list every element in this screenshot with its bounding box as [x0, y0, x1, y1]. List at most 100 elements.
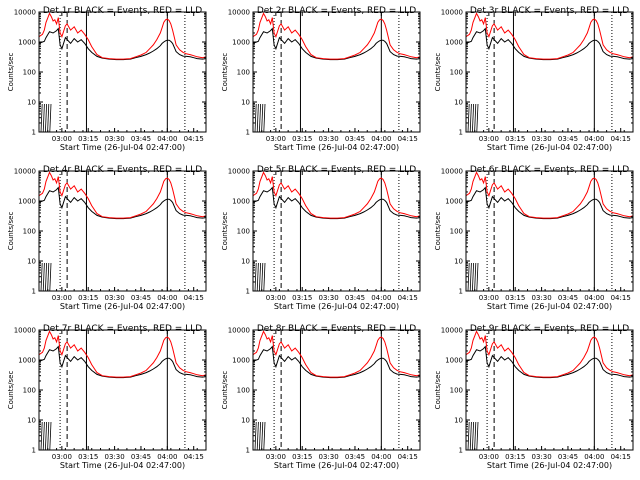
x-tick-label: 03:30 [318, 453, 338, 461]
x-tick-label: 03:15 [505, 453, 525, 461]
y-axis-label: Counts/sec [434, 212, 442, 251]
series-events-line [465, 345, 634, 379]
y-axis-label: Counts/sec [434, 53, 442, 92]
y-tick-label: 100 [450, 228, 463, 236]
edge-hatch [469, 103, 472, 133]
x-axis-label: Start Time (26-Jul-04 02:47:00) [487, 461, 612, 470]
y-tick-label: 10000 [228, 327, 250, 335]
x-tick-label: 03:30 [531, 294, 551, 302]
edge-hatch [45, 421, 47, 451]
x-tick-label: 04:15 [611, 453, 631, 461]
panel-title: Det 1r BLACK = Events, RED = LLD [43, 6, 202, 16]
x-tick-label: 04:15 [398, 135, 418, 143]
y-tick-label: 100 [23, 387, 36, 395]
y-tick-label: 10000 [441, 168, 463, 176]
x-tick-label: 04:00 [371, 294, 391, 302]
edge-hatch [254, 103, 257, 133]
edge-hatch [467, 103, 470, 133]
y-axis-label: Counts/sec [221, 371, 229, 410]
x-tick-label: 04:00 [584, 135, 604, 143]
edge-hatch [259, 103, 261, 133]
panel-title: Det 3r BLACK = Events, RED = LLD [470, 6, 629, 16]
y-axis-label: Counts/sec [7, 53, 15, 92]
x-tick-label: 03:15 [505, 135, 525, 143]
y-tick-label: 1000 [445, 357, 463, 365]
x-axis-label: Start Time (26-Jul-04 02:47:00) [274, 461, 399, 470]
x-tick-label: 03:15 [78, 135, 98, 143]
y-tick-label: 100 [237, 228, 250, 236]
edge-hatch [469, 262, 472, 292]
y-tick-label: 10 [454, 417, 463, 425]
x-tick-label: 03:15 [292, 135, 312, 143]
edge-hatch [472, 421, 474, 451]
panel-title: Det 8r BLACK = Events, RED = LLD [257, 324, 416, 334]
x-tick-label: 03:15 [78, 453, 98, 461]
x-tick-label: 03:00 [266, 294, 286, 302]
y-tick-label: 10000 [441, 9, 463, 17]
edge-hatch [42, 103, 45, 133]
y-tick-label: 10000 [228, 9, 250, 17]
x-axis-label: Start Time (26-Jul-04 02:47:00) [274, 143, 399, 152]
x-tick-label: 03:15 [292, 453, 312, 461]
y-tick-label: 100 [237, 387, 250, 395]
x-tick-label: 03:45 [558, 453, 578, 461]
edge-hatch [40, 421, 43, 451]
x-tick-label: 04:00 [157, 294, 177, 302]
panel-det-1: Det 1r BLACK = Events, RED = LLD 1 10 100 10… [7, 6, 207, 152]
edge-hatch [474, 103, 477, 133]
y-tick-label: 1 [32, 129, 36, 137]
edge-hatch [472, 103, 474, 133]
x-tick-label: 03:45 [558, 294, 578, 302]
series-lld-line [252, 330, 421, 378]
edge-hatch [254, 421, 257, 451]
x-tick-label: 04:00 [157, 453, 177, 461]
panel-det-6: Det 6r BLACK = Events, RED = LLD 1 10 100 10… [434, 165, 634, 311]
x-tick-label: 03:00 [479, 294, 499, 302]
x-tick-label: 03:00 [479, 135, 499, 143]
edge-hatch [467, 262, 470, 292]
y-tick-label: 1000 [18, 198, 36, 206]
y-tick-label: 1 [246, 288, 250, 296]
x-tick-label: 04:00 [584, 294, 604, 302]
edge-hatch [42, 262, 45, 292]
x-tick-label: 03:00 [479, 453, 499, 461]
x-tick-label: 04:00 [584, 453, 604, 461]
x-tick-label: 03:30 [531, 135, 551, 143]
x-axis-label: Start Time (26-Jul-04 02:47:00) [60, 461, 185, 470]
x-tick-label: 04:15 [184, 294, 204, 302]
x-tick-label: 03:30 [104, 135, 124, 143]
y-tick-label: 1 [459, 129, 463, 137]
edge-hatch [47, 421, 50, 451]
edge-hatch [256, 262, 259, 292]
y-tick-label: 10 [454, 258, 463, 266]
panel-title: Det 4r BLACK = Events, RED = LLD [43, 165, 202, 175]
series-events-line [465, 27, 634, 61]
y-tick-label: 1 [459, 288, 463, 296]
x-axis-label: Start Time (26-Jul-04 02:47:00) [274, 302, 399, 311]
x-tick-label: 03:30 [104, 453, 124, 461]
series-events-line [38, 27, 207, 61]
y-tick-label: 10 [27, 99, 36, 107]
series-events-line [38, 186, 207, 220]
y-tick-label: 1 [246, 129, 250, 137]
y-tick-label: 100 [450, 69, 463, 77]
x-axis-label: Start Time (26-Jul-04 02:47:00) [60, 302, 185, 311]
panel-det-2: Det 2r BLACK = Events, RED = LLD 1 10 100 10… [221, 6, 421, 152]
series-lld-line [38, 171, 207, 219]
series-lld-line [252, 12, 421, 60]
edge-hatch [261, 421, 264, 451]
edge-hatch [474, 421, 477, 451]
x-tick-label: 03:00 [52, 135, 72, 143]
x-tick-label: 03:45 [345, 453, 365, 461]
y-tick-label: 1000 [232, 198, 250, 206]
panel-det-7: Det 7r BLACK = Events, RED = LLD 1 10 100 10… [7, 324, 207, 470]
edge-hatch [42, 421, 45, 451]
x-tick-label: 04:15 [184, 453, 204, 461]
series-events-line [252, 186, 421, 220]
panel-title: Det 9r BLACK = Events, RED = LLD [470, 324, 629, 334]
y-tick-label: 1000 [445, 39, 463, 47]
x-tick-label: 03:15 [78, 294, 98, 302]
x-tick-label: 04:15 [398, 453, 418, 461]
panel-title: Det 2r BLACK = Events, RED = LLD [257, 6, 416, 16]
panel-title: Det 6r BLACK = Events, RED = LLD [470, 165, 629, 175]
